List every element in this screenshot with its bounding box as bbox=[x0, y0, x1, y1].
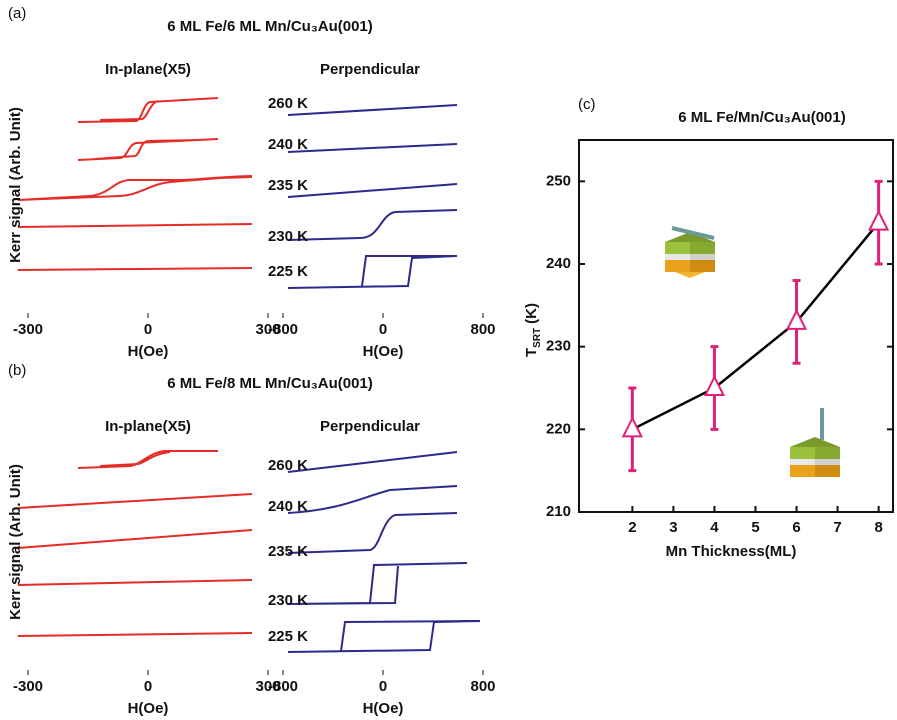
x-tick-label: 3 bbox=[669, 519, 677, 536]
panel-label: (a) bbox=[8, 5, 26, 22]
temperature-label: 225 K bbox=[268, 263, 308, 280]
data-line bbox=[631, 221, 880, 431]
x-tick-label: -300 bbox=[13, 321, 43, 338]
temperature-label: 260 K bbox=[268, 95, 308, 112]
panel-title: 6 ML Fe/Mn/Cu₃Au(001) bbox=[678, 109, 846, 126]
marker bbox=[868, 209, 890, 231]
y-label-unit: (K) bbox=[523, 303, 540, 324]
x-axis-label: H(Oe) bbox=[363, 700, 404, 717]
temperature-label: 240 K bbox=[268, 498, 308, 515]
x-tick-label: 7 bbox=[833, 519, 841, 536]
panel-label: (b) bbox=[8, 362, 26, 379]
marker bbox=[621, 416, 643, 438]
y-label-sub: SRT bbox=[532, 328, 543, 348]
y-tick-label: 250 bbox=[546, 172, 571, 189]
y-tick-label: 210 bbox=[546, 503, 571, 520]
y-tick-label: 220 bbox=[546, 420, 571, 437]
temperature-label: 235 K bbox=[268, 177, 308, 194]
marker bbox=[703, 374, 726, 396]
x-axis-label: H(Oe) bbox=[128, 343, 169, 360]
panel-title: 6 ML Fe/8 ML Mn/Cu₃Au(001) bbox=[167, 375, 373, 392]
x-axis-label: H(Oe) bbox=[363, 343, 404, 360]
subplot-title: In-plane(X5) bbox=[105, 61, 191, 78]
subplot-title: Perpendicular bbox=[320, 418, 420, 435]
panel-label: (c) bbox=[578, 96, 596, 113]
x-tick-label: -800 bbox=[268, 321, 298, 338]
y-axis-label: Kerr signal (Arb. Unit) bbox=[7, 107, 24, 263]
in-plane-icon bbox=[665, 226, 715, 278]
subplot-title: Perpendicular bbox=[320, 61, 420, 78]
x-tick-label: 300 bbox=[255, 678, 280, 695]
panel-title: 6 ML Fe/6 ML Mn/Cu₃Au(001) bbox=[167, 18, 373, 35]
x-tick-label: 0 bbox=[144, 678, 152, 695]
x-tick-label: 8 bbox=[874, 519, 882, 536]
temperature-label: 260 K bbox=[268, 457, 308, 474]
x-tick-label: 0 bbox=[144, 321, 152, 338]
x-tick-label: 2 bbox=[628, 519, 636, 536]
temperature-label: 225 K bbox=[268, 628, 308, 645]
temperature-label: 230 K bbox=[268, 228, 308, 245]
marker bbox=[785, 308, 808, 330]
x-tick-label: 300 bbox=[255, 321, 280, 338]
x-tick-label: 0 bbox=[379, 678, 387, 695]
x-axis-label: H(Oe) bbox=[128, 700, 169, 717]
x-tick-label: 0 bbox=[379, 321, 387, 338]
temperature-label: 230 K bbox=[268, 592, 308, 609]
x-tick-label: 6 bbox=[792, 519, 800, 536]
temperature-label: 235 K bbox=[268, 543, 308, 560]
x-tick-label: 800 bbox=[470, 321, 495, 338]
x-tick-label: -300 bbox=[13, 678, 43, 695]
y-axis-label: TSRT (K) bbox=[523, 303, 543, 357]
x-tick-label: 800 bbox=[470, 678, 495, 695]
plot-frame bbox=[578, 139, 894, 513]
y-tick-label: 240 bbox=[546, 255, 571, 272]
temperature-label: 240 K bbox=[268, 136, 308, 153]
perpendicular-icon bbox=[790, 408, 840, 477]
y-axis-label: Kerr signal (Arb. Unit) bbox=[7, 464, 24, 620]
x-tick-label: 5 bbox=[751, 519, 759, 536]
subplot-title: In-plane(X5) bbox=[105, 418, 191, 435]
x-axis-label: Mn Thickness(ML) bbox=[666, 543, 797, 560]
x-tick-label: 4 bbox=[710, 519, 719, 536]
y-tick-label: 230 bbox=[546, 338, 571, 355]
loop-curves bbox=[17, 97, 481, 653]
x-tick-label: -800 bbox=[268, 678, 298, 695]
y-label-main: T bbox=[523, 348, 540, 357]
